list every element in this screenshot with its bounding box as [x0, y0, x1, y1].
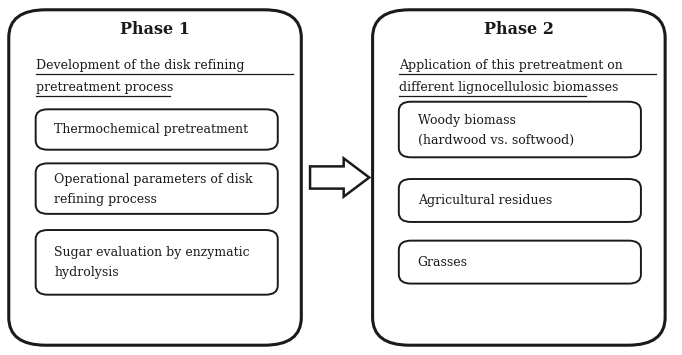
- Polygon shape: [310, 158, 369, 197]
- Text: Development of the disk refining: Development of the disk refining: [35, 59, 244, 72]
- Text: Phase 2: Phase 2: [484, 22, 554, 38]
- FancyBboxPatch shape: [372, 10, 665, 345]
- FancyBboxPatch shape: [399, 241, 641, 284]
- Text: Agricultural residues: Agricultural residues: [417, 194, 552, 207]
- Text: pretreatment process: pretreatment process: [35, 81, 173, 94]
- Text: Woody biomass: Woody biomass: [417, 114, 516, 127]
- Text: Operational parameters of disk: Operational parameters of disk: [55, 173, 253, 186]
- Text: Application of this pretreatment on: Application of this pretreatment on: [399, 59, 623, 72]
- Text: Thermochemical pretreatment: Thermochemical pretreatment: [55, 123, 249, 136]
- Text: Sugar evaluation by enzymatic: Sugar evaluation by enzymatic: [55, 246, 250, 259]
- FancyBboxPatch shape: [35, 163, 278, 214]
- Text: (hardwood vs. softwood): (hardwood vs. softwood): [417, 134, 574, 147]
- FancyBboxPatch shape: [35, 230, 278, 295]
- FancyBboxPatch shape: [399, 102, 641, 157]
- Text: Phase 1: Phase 1: [120, 22, 190, 38]
- Text: refining process: refining process: [55, 193, 158, 206]
- FancyBboxPatch shape: [399, 179, 641, 222]
- FancyBboxPatch shape: [9, 10, 301, 345]
- FancyBboxPatch shape: [35, 109, 278, 150]
- Text: Grasses: Grasses: [417, 256, 468, 269]
- Text: hydrolysis: hydrolysis: [55, 266, 119, 279]
- Text: different lignocellulosic biomasses: different lignocellulosic biomasses: [399, 81, 618, 94]
